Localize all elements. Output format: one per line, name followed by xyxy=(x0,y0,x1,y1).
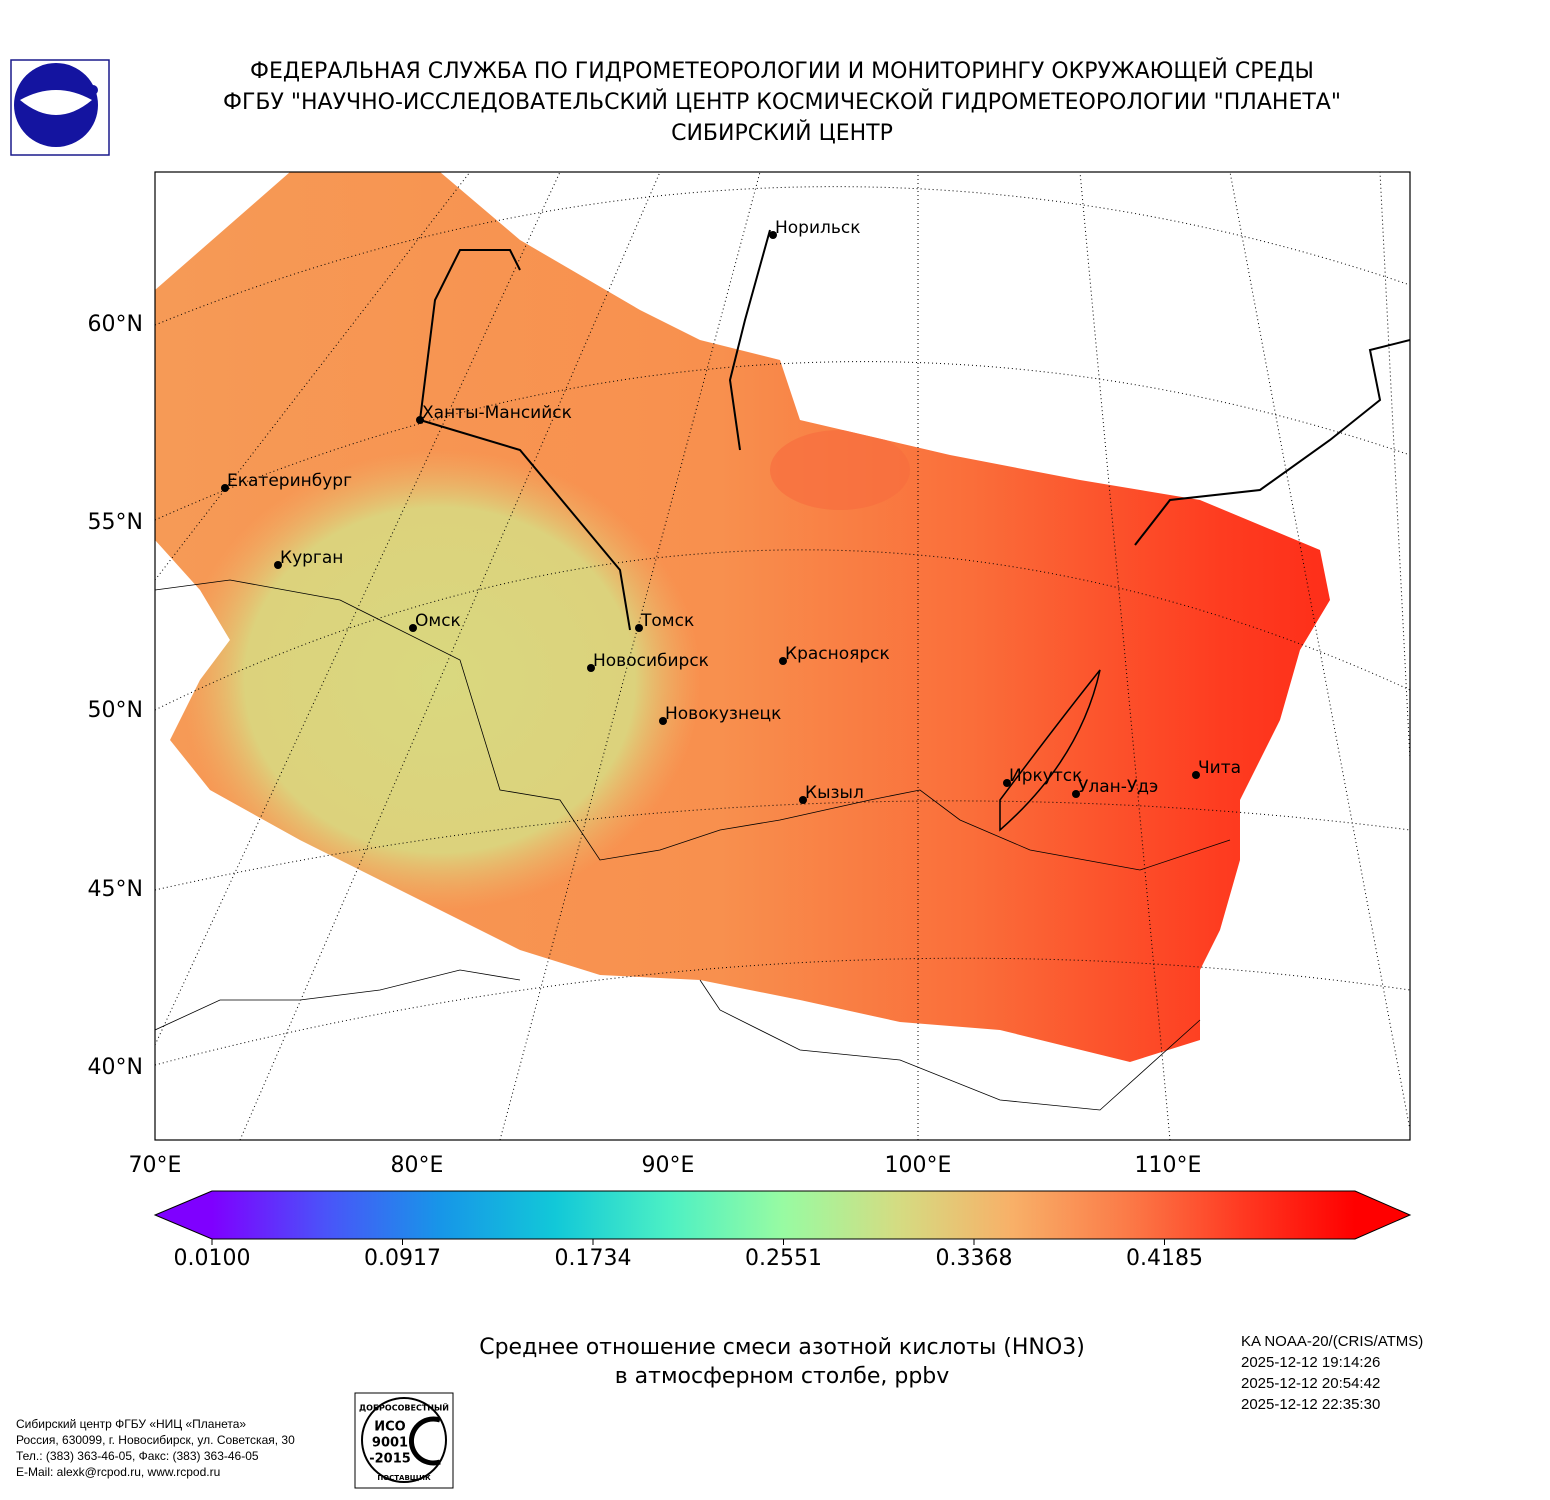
city-dot xyxy=(587,664,595,672)
city-dot xyxy=(779,657,787,665)
colorbar xyxy=(212,1191,1355,1239)
lat-label: 55°N xyxy=(88,510,143,535)
city-label: Екатеринбург xyxy=(227,471,352,491)
footer-line: Сибирский центр ФГБУ «НИЦ «Планета» xyxy=(16,1417,246,1431)
city-label: Новокузнецк xyxy=(665,704,781,724)
city-dot xyxy=(1072,790,1080,798)
map-frame xyxy=(154,171,1411,1141)
lat-label: 50°N xyxy=(88,698,143,723)
graticule xyxy=(155,172,1410,1140)
city-dot xyxy=(1003,779,1011,787)
header-line: СИБИРСКИЙ ЦЕНТР xyxy=(671,120,893,146)
city-dot xyxy=(416,416,424,424)
footer-line: Россия, 630099, г. Новосибирск, ул. Сове… xyxy=(16,1433,295,1447)
city-dot xyxy=(635,624,643,632)
footer-line: Тел.: (383) 363-46-05, Факс: (383) 363-4… xyxy=(16,1449,259,1463)
lon-label: 90°E xyxy=(642,1153,695,1178)
city-label: Томск xyxy=(640,611,694,631)
city-label: Кызыл xyxy=(805,783,864,803)
lon-label: 110°E xyxy=(1135,1153,1202,1178)
footer-line: E-Mail: alexk@rcpod.ru, www.rcpod.ru xyxy=(16,1465,220,1479)
badge-text: ДОБРОСОВЕСТНЫЙ xyxy=(359,1402,449,1413)
borders xyxy=(155,579,1231,1111)
badge-circle xyxy=(361,1397,447,1483)
city-label: Новосибирск xyxy=(593,651,709,671)
lat-label: 60°N xyxy=(88,312,143,337)
badge-c xyxy=(408,1416,441,1466)
colorbar-outline xyxy=(153,1190,1412,1240)
colorbar-tick-label: 0.2551 xyxy=(745,1246,822,1271)
colorbar-tick-label: 0.4185 xyxy=(1126,1246,1203,1271)
city-dot xyxy=(221,484,229,492)
map xyxy=(155,172,1410,1140)
colorbar-tick-label: 0.0100 xyxy=(174,1246,251,1271)
city-label: Улан-Удэ xyxy=(1078,777,1158,797)
city-dot xyxy=(799,796,807,804)
city-dot xyxy=(409,624,417,632)
rivers xyxy=(419,229,1410,832)
colorbar-low-arrow xyxy=(155,1191,212,1239)
lon-label: 80°E xyxy=(391,1153,444,1178)
city-dot xyxy=(659,717,667,725)
badge-text: -2015 xyxy=(369,1452,411,1467)
city-label: Чита xyxy=(1198,758,1241,778)
badge-frame xyxy=(354,1392,454,1489)
satellite-info: 2025-12-12 22:35:30 xyxy=(1241,1396,1380,1413)
colorbar-tick-label: 0.1734 xyxy=(555,1246,632,1271)
lat-label: 40°N xyxy=(88,1055,143,1080)
city-label: Омск xyxy=(415,611,461,631)
city-dot xyxy=(769,231,777,239)
city-label: Норильск xyxy=(775,218,861,238)
colorbar-high-arrow xyxy=(1355,1191,1410,1239)
city-label: Иркутск xyxy=(1009,766,1082,786)
badge-text: ПОСТАВЩИК xyxy=(377,1474,431,1482)
colorbar-tick-label: 0.0917 xyxy=(364,1246,441,1271)
badge-text: ИСО xyxy=(374,1420,405,1435)
city-label: Красноярск xyxy=(785,644,890,664)
city-dot xyxy=(274,561,282,569)
satellite-info: 2025-12-12 20:54:42 xyxy=(1241,1375,1380,1392)
city-label: Курган xyxy=(280,548,343,568)
satellite-info: KA NOAA-20/(CRIS/ATMS) xyxy=(1241,1333,1423,1350)
logo xyxy=(10,59,110,156)
city-dot xyxy=(1192,771,1200,779)
city-label: Ханты-Мансийск xyxy=(422,403,572,423)
header-line: ФЕДЕРАЛЬНАЯ СЛУЖБА ПО ГИДРОМЕТЕОРОЛОГИИ … xyxy=(250,58,1314,84)
satellite-info: 2025-12-12 19:14:26 xyxy=(1241,1354,1380,1371)
badge-text: 9001 xyxy=(372,1436,408,1451)
lat-label: 45°N xyxy=(88,877,143,902)
lon-label: 70°E xyxy=(129,1153,182,1178)
colorbar-tick-label: 0.3368 xyxy=(936,1246,1013,1271)
lon-label: 100°E xyxy=(885,1153,952,1178)
header-line: ФГБУ "НАУЧНО-ИССЛЕДОВАТЕЛЬСКИЙ ЦЕНТР КОС… xyxy=(223,89,1341,115)
chart-title: в атмосферном столбе, ppbv xyxy=(615,1364,950,1389)
chart-title: Среднее отношение смеси азотной кислоты … xyxy=(479,1335,1085,1360)
